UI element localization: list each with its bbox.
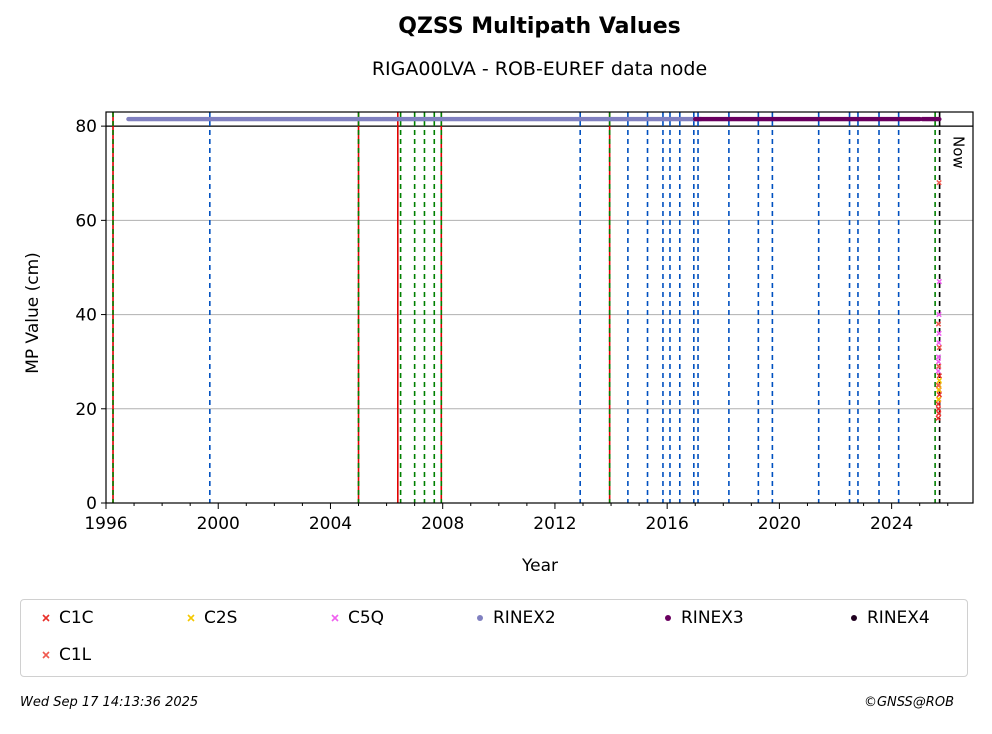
x-tick-label: 2016 <box>646 514 689 534</box>
legend-marker-icon <box>328 611 342 625</box>
y-tick-label: 80 <box>75 117 97 137</box>
timestamp: Wed Sep 17 14:13:36 2025 <box>20 695 199 710</box>
legend-label: C5Q <box>348 608 385 628</box>
legend-label: C1L <box>59 645 92 665</box>
rinex-point <box>937 116 942 122</box>
x-tick-label: 1996 <box>84 514 127 534</box>
y-tick-label: 40 <box>75 306 97 326</box>
mp-point-c5q <box>936 311 942 318</box>
chart-title: QZSS Multipath Values <box>398 14 681 39</box>
now-label: Now <box>950 136 968 169</box>
mp-point-c1c <box>936 410 942 417</box>
legend-label: RINEX2 <box>493 608 556 628</box>
legend-item-c1c: C1C <box>39 608 94 628</box>
mp-point-c1l <box>936 344 943 351</box>
plot-frame <box>105 111 974 504</box>
mp-point-c5q <box>935 368 941 374</box>
legend-item-c1l: C1L <box>39 645 91 665</box>
multipath-chart: 0 20 40 60 80 1996 2000 2004 2008 2012 2016 2020 202… <box>75 111 974 534</box>
mp-point-c5q <box>936 340 942 346</box>
legend-marker-icon <box>847 611 861 625</box>
legend-marker-icon <box>39 648 53 662</box>
y-tick-label: 0 <box>86 494 97 514</box>
mp-point-c1l <box>935 382 941 388</box>
mp-point-c2s <box>935 396 942 403</box>
y-tick-label: 20 <box>75 400 97 420</box>
legend-item-rinex2: RINEX2 <box>473 608 556 628</box>
mp-point-c1c <box>935 406 942 412</box>
mp-point-c1l <box>935 321 942 327</box>
x-tick-label: 2008 <box>421 514 464 534</box>
mp-point-c5q <box>936 278 943 285</box>
x-axis-label: Year <box>522 556 558 576</box>
legend-item-rinex4: RINEX4 <box>847 608 930 628</box>
legend-label: RINEX4 <box>867 608 930 628</box>
legend-marker-icon <box>39 611 53 625</box>
legend-marker-icon <box>184 611 198 625</box>
legend-label: C1C <box>59 608 94 628</box>
legend-label: RINEX3 <box>681 608 744 628</box>
x-tick-label: 2000 <box>197 514 240 534</box>
x-tick-label: 2020 <box>758 514 801 534</box>
mp-point-c2s <box>936 387 942 393</box>
mp-point-c1l <box>936 363 942 370</box>
legend: C1C C2S C5Q RINEX2 RINEX3 RINEX4 C1L <box>20 599 968 677</box>
credit: ©GNSS@ROB <box>863 695 954 710</box>
mp-point-c5q <box>935 354 942 360</box>
mp-point-c5q <box>936 330 942 337</box>
legend-marker-icon <box>473 611 487 625</box>
mp-point-c5q <box>935 358 942 365</box>
legend-marker-icon <box>661 611 675 625</box>
mp-point-c1c <box>936 373 943 379</box>
mp-point-c1c <box>935 401 941 407</box>
mp-point-c1c <box>935 415 941 421</box>
chart-subtitle: RIGA00LVA - ROB-EUREF data node <box>371 58 708 80</box>
legend-label: C2S <box>204 608 238 628</box>
y-tick-label: 60 <box>75 211 97 231</box>
x-tick-label: 2012 <box>533 514 576 534</box>
legend-item-rinex3: RINEX3 <box>661 608 744 628</box>
mp-point-c1c <box>936 391 943 398</box>
legend-item-c2s: C2S <box>184 608 237 628</box>
x-tick-label: 2024 <box>870 514 913 534</box>
x-tick-label: 2004 <box>309 514 352 534</box>
legend-item-c5q: C5Q <box>328 608 384 628</box>
mp-point-c1l <box>936 179 942 186</box>
mp-point-c2s <box>936 377 943 384</box>
